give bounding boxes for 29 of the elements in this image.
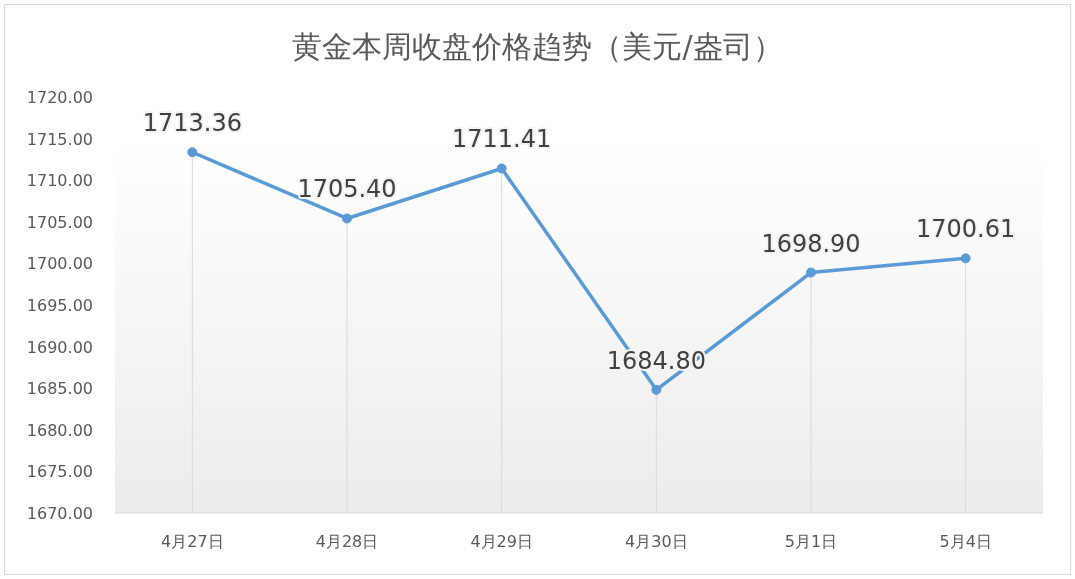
chart-title: 黄金本周收盘价格趋势（美元/盎司）	[292, 29, 783, 64]
y-tick-label: 1680.00	[26, 420, 93, 440]
point	[806, 267, 816, 278]
y-tick-label: 1685.00	[26, 379, 93, 399]
y-tick-label: 1695.00	[26, 296, 93, 315]
y-tick-label: 1720.00	[26, 88, 93, 107]
x-tick-label: 4月27日	[161, 532, 224, 551]
data-label: 1700.61	[916, 215, 1016, 244]
data-label: 1705.40	[297, 175, 397, 204]
point	[187, 147, 198, 158]
y-tick-label: 1700.00	[26, 254, 93, 274]
point	[651, 384, 662, 395]
y-tick-label: 1705.00	[26, 212, 93, 232]
y-tick-label: 1675.00	[26, 462, 93, 482]
data-label: 1698.90	[761, 229, 861, 258]
y-tick-label: 1710.00	[26, 171, 93, 191]
point	[342, 213, 352, 224]
x-tick-label: 5月1日	[784, 532, 838, 551]
y-tick-label: 1670.00	[26, 504, 93, 523]
x-tick-label: 5月4日	[939, 532, 992, 551]
x-tick-label: 4月28日	[315, 532, 379, 551]
y-tick-label: 1715.00	[26, 129, 93, 149]
y-tick-label: 1690.00	[26, 337, 93, 357]
point	[960, 253, 971, 264]
data-label: 1711.41	[452, 125, 552, 154]
x-tick-label: 4月29日	[470, 532, 533, 551]
data-label: 1713.36	[142, 109, 242, 138]
x-tick-label: 4月30日	[625, 532, 688, 551]
point	[496, 163, 507, 174]
